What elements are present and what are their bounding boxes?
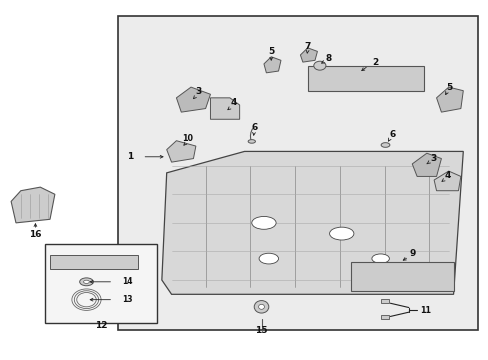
Polygon shape: [380, 299, 388, 303]
Ellipse shape: [247, 140, 255, 143]
Polygon shape: [50, 255, 137, 269]
Text: 4: 4: [230, 98, 237, 107]
Ellipse shape: [258, 304, 264, 309]
Text: 3: 3: [429, 154, 435, 163]
Text: 8: 8: [325, 54, 330, 63]
Text: 7: 7: [304, 42, 310, 51]
Ellipse shape: [329, 227, 353, 240]
Polygon shape: [210, 98, 239, 119]
Polygon shape: [436, 87, 462, 112]
Text: 12: 12: [95, 321, 107, 330]
Text: 15: 15: [255, 326, 267, 335]
Ellipse shape: [254, 301, 268, 313]
Polygon shape: [411, 153, 441, 176]
Text: 1: 1: [127, 152, 133, 161]
Text: 4: 4: [444, 171, 450, 180]
Text: 2: 2: [372, 58, 378, 67]
FancyBboxPatch shape: [118, 16, 477, 330]
Text: 6: 6: [388, 130, 395, 139]
Text: 5: 5: [446, 83, 452, 92]
FancyBboxPatch shape: [45, 244, 157, 323]
Ellipse shape: [251, 216, 276, 229]
Text: 6: 6: [250, 123, 257, 132]
Ellipse shape: [259, 253, 278, 264]
Polygon shape: [300, 48, 317, 62]
Text: 9: 9: [408, 249, 415, 258]
Ellipse shape: [83, 280, 89, 283]
Polygon shape: [380, 315, 388, 319]
Polygon shape: [162, 152, 462, 294]
Text: 14: 14: [122, 277, 132, 286]
Ellipse shape: [371, 254, 388, 263]
Polygon shape: [307, 66, 424, 91]
Text: 11: 11: [420, 306, 430, 315]
Text: 16: 16: [29, 230, 41, 239]
Ellipse shape: [80, 278, 93, 286]
Polygon shape: [166, 141, 196, 162]
Text: 13: 13: [122, 295, 132, 304]
Ellipse shape: [380, 143, 389, 147]
Polygon shape: [433, 171, 460, 191]
Ellipse shape: [313, 61, 325, 70]
Text: 10: 10: [182, 134, 193, 143]
Text: 3: 3: [195, 87, 201, 96]
Polygon shape: [176, 87, 210, 112]
Text: 5: 5: [267, 47, 274, 56]
Polygon shape: [351, 262, 453, 291]
Polygon shape: [264, 57, 281, 73]
Polygon shape: [11, 187, 55, 223]
